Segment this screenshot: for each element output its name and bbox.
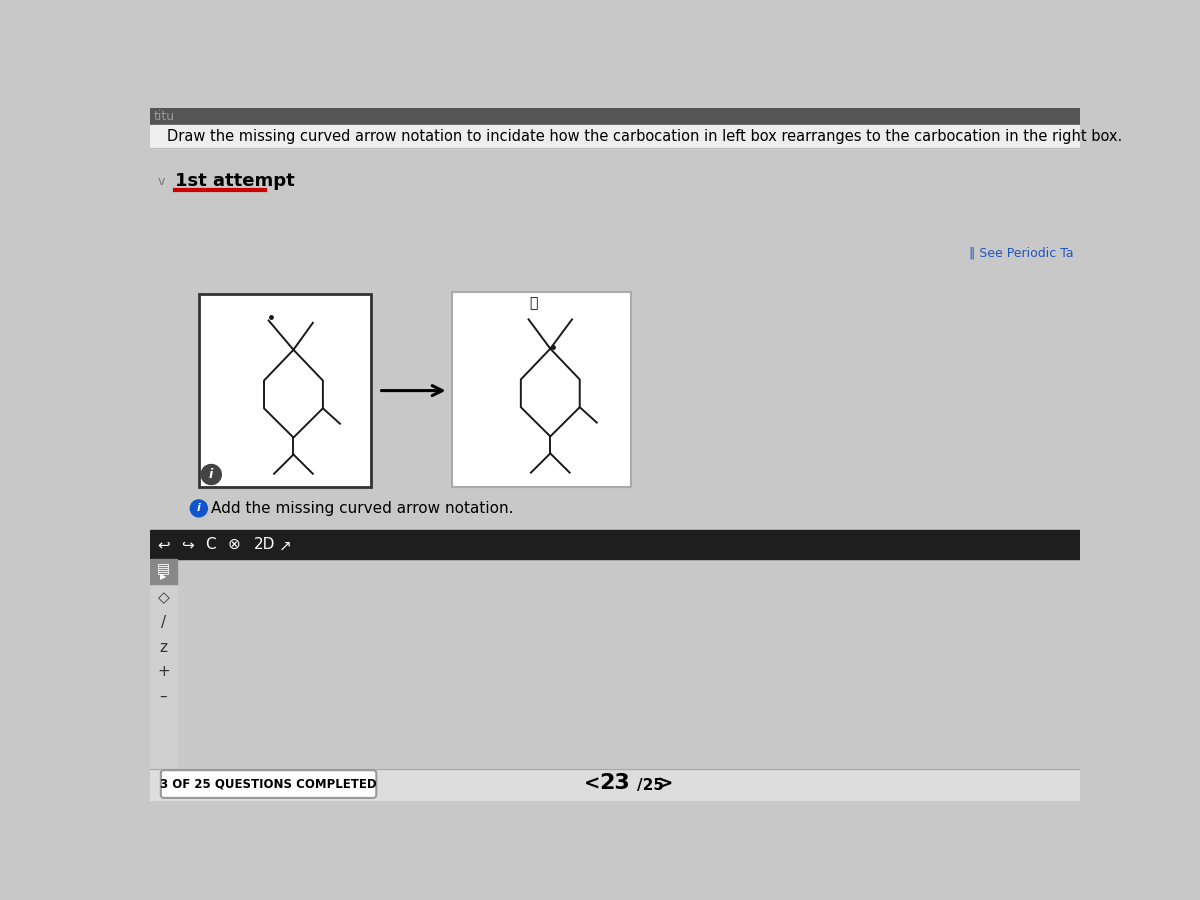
Text: ↗: ↗ <box>280 538 292 554</box>
Text: C: C <box>205 537 216 552</box>
Text: ‖ See Periodic Ta: ‖ See Periodic Ta <box>970 247 1074 259</box>
Text: –: – <box>160 688 167 704</box>
Text: titu: titu <box>154 110 175 123</box>
Text: /: / <box>161 615 166 630</box>
Text: >: > <box>658 775 673 794</box>
Text: 3 OF 25 QUESTIONS COMPLETED: 3 OF 25 QUESTIONS COMPLETED <box>161 778 377 790</box>
Text: +: + <box>157 664 170 680</box>
Bar <box>199 294 371 487</box>
Bar <box>150 125 1080 148</box>
Text: Draw the missing curved arrow notation to incidate how the carbocation in left b: Draw the missing curved arrow notation t… <box>167 129 1122 144</box>
Text: 23: 23 <box>600 772 630 793</box>
Text: i: i <box>197 503 200 513</box>
Circle shape <box>191 500 208 517</box>
Text: ▤: ▤ <box>157 561 170 575</box>
Text: 2D: 2D <box>254 537 275 552</box>
Text: ▶: ▶ <box>161 572 167 580</box>
Text: 1st attempt: 1st attempt <box>175 172 294 190</box>
Bar <box>150 559 178 790</box>
Bar <box>150 769 1080 801</box>
Text: ◇: ◇ <box>157 590 169 605</box>
Text: <: < <box>583 775 600 794</box>
Text: 🔒: 🔒 <box>529 296 538 310</box>
Text: v: v <box>157 175 164 188</box>
Bar <box>452 292 630 487</box>
Circle shape <box>202 464 221 484</box>
Text: ⊗: ⊗ <box>227 537 240 552</box>
Text: z: z <box>160 640 168 654</box>
Text: Add the missing curved arrow notation.: Add the missing curved arrow notation. <box>211 501 514 516</box>
Text: ↪: ↪ <box>181 537 193 552</box>
Text: i: i <box>209 468 214 481</box>
FancyBboxPatch shape <box>161 770 377 798</box>
Text: ↩: ↩ <box>157 537 170 552</box>
Bar <box>150 559 178 584</box>
Bar <box>150 108 1080 125</box>
Bar <box>150 530 1080 559</box>
Text: /25: /25 <box>637 778 664 793</box>
